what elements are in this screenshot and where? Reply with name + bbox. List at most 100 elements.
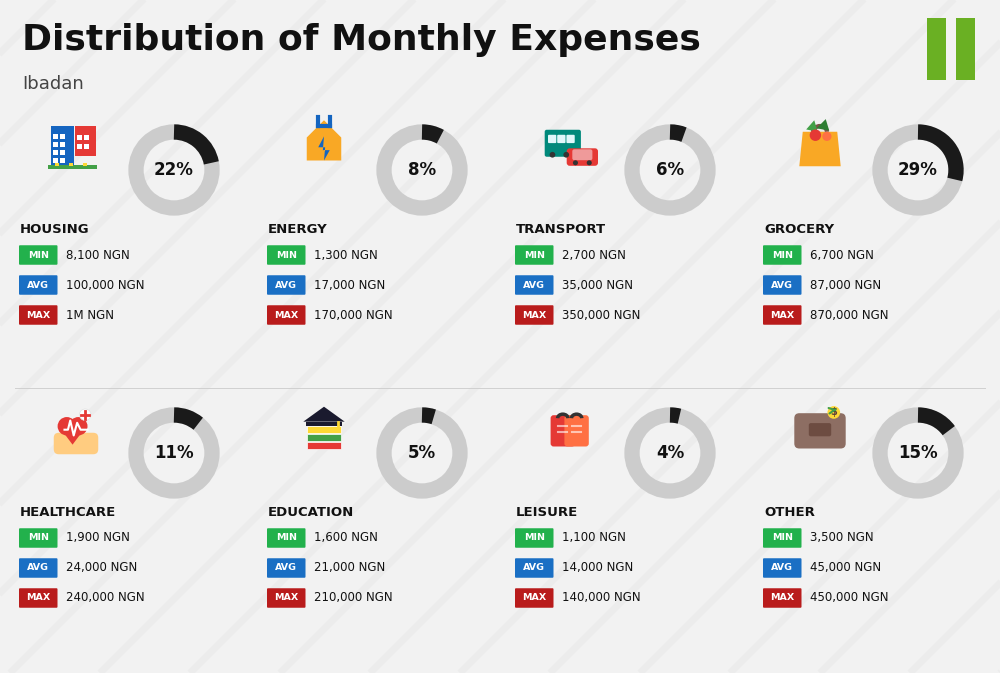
FancyBboxPatch shape (53, 142, 58, 147)
Text: MAX: MAX (274, 594, 298, 602)
FancyBboxPatch shape (515, 528, 554, 548)
Text: AVG: AVG (275, 563, 297, 573)
Text: 870,000 NGN: 870,000 NGN (810, 308, 889, 322)
Polygon shape (817, 119, 829, 131)
FancyBboxPatch shape (19, 275, 57, 295)
FancyBboxPatch shape (551, 415, 575, 446)
Circle shape (69, 417, 88, 435)
FancyBboxPatch shape (515, 306, 554, 325)
Text: 2,700 NGN: 2,700 NGN (562, 248, 626, 262)
Circle shape (336, 429, 340, 433)
Text: AVG: AVG (27, 281, 49, 289)
Text: AVG: AVG (771, 563, 793, 573)
FancyBboxPatch shape (83, 164, 87, 166)
Text: MIN: MIN (28, 534, 49, 542)
FancyBboxPatch shape (267, 528, 306, 548)
FancyBboxPatch shape (53, 158, 58, 163)
FancyBboxPatch shape (307, 426, 341, 433)
Text: 8,100 NGN: 8,100 NGN (66, 248, 130, 262)
Text: AVG: AVG (275, 281, 297, 289)
Circle shape (550, 152, 555, 157)
FancyBboxPatch shape (77, 135, 82, 140)
Text: MIN: MIN (276, 250, 297, 260)
Circle shape (587, 160, 592, 166)
FancyBboxPatch shape (53, 150, 58, 155)
Text: 11%: 11% (154, 444, 194, 462)
Circle shape (58, 417, 76, 435)
FancyBboxPatch shape (515, 588, 554, 608)
Text: MAX: MAX (522, 594, 546, 602)
Polygon shape (318, 137, 330, 160)
Text: MAX: MAX (522, 310, 546, 320)
Text: 210,000 NGN: 210,000 NGN (314, 592, 393, 604)
Text: 1,600 NGN: 1,600 NGN (314, 532, 378, 544)
Text: 14,000 NGN: 14,000 NGN (562, 561, 634, 575)
Text: 45,000 NGN: 45,000 NGN (810, 561, 882, 575)
Text: MIN: MIN (28, 250, 49, 260)
Text: EDUCATION: EDUCATION (268, 506, 354, 519)
Text: 24,000 NGN: 24,000 NGN (66, 561, 138, 575)
Text: MIN: MIN (276, 534, 297, 542)
FancyBboxPatch shape (19, 558, 57, 577)
FancyBboxPatch shape (763, 558, 802, 577)
FancyBboxPatch shape (77, 145, 82, 149)
Text: MAX: MAX (770, 594, 794, 602)
FancyBboxPatch shape (794, 413, 846, 448)
FancyBboxPatch shape (548, 135, 556, 143)
FancyBboxPatch shape (545, 130, 581, 157)
Text: 3,500 NGN: 3,500 NGN (810, 532, 874, 544)
FancyBboxPatch shape (763, 306, 802, 325)
FancyBboxPatch shape (84, 145, 89, 149)
Text: 240,000 NGN: 240,000 NGN (66, 592, 145, 604)
Text: 1M NGN: 1M NGN (66, 308, 114, 322)
Text: 1,100 NGN: 1,100 NGN (562, 532, 626, 544)
FancyBboxPatch shape (515, 245, 554, 264)
Text: 4%: 4% (656, 444, 684, 462)
Text: $: $ (830, 407, 837, 417)
Text: HEALTHCARE: HEALTHCARE (20, 506, 116, 519)
Text: 1,300 NGN: 1,300 NGN (314, 248, 378, 262)
FancyBboxPatch shape (927, 18, 946, 80)
FancyBboxPatch shape (307, 442, 341, 450)
Text: 1,900 NGN: 1,900 NGN (66, 532, 130, 544)
FancyBboxPatch shape (19, 245, 57, 264)
FancyBboxPatch shape (267, 558, 306, 577)
Text: 170,000 NGN: 170,000 NGN (314, 308, 393, 322)
Text: 350,000 NGN: 350,000 NGN (562, 308, 641, 322)
Text: MAX: MAX (770, 310, 794, 320)
FancyBboxPatch shape (84, 135, 89, 140)
Text: 140,000 NGN: 140,000 NGN (562, 592, 641, 604)
Text: AVG: AVG (523, 563, 545, 573)
FancyBboxPatch shape (48, 165, 97, 168)
Text: 29%: 29% (898, 161, 938, 179)
Text: GROCERY: GROCERY (764, 223, 834, 236)
Text: 17,000 NGN: 17,000 NGN (314, 279, 386, 291)
Text: 100,000 NGN: 100,000 NGN (66, 279, 145, 291)
FancyBboxPatch shape (60, 134, 64, 139)
FancyBboxPatch shape (763, 588, 802, 608)
FancyBboxPatch shape (19, 306, 57, 325)
Text: MAX: MAX (26, 310, 50, 320)
Text: TRANSPORT: TRANSPORT (516, 223, 606, 236)
Text: 22%: 22% (154, 161, 194, 179)
Polygon shape (59, 426, 86, 445)
FancyBboxPatch shape (54, 433, 98, 454)
Polygon shape (799, 132, 841, 166)
Text: 6,700 NGN: 6,700 NGN (810, 248, 874, 262)
FancyBboxPatch shape (267, 588, 306, 608)
FancyBboxPatch shape (566, 135, 575, 143)
FancyBboxPatch shape (763, 528, 802, 548)
FancyBboxPatch shape (267, 245, 306, 264)
FancyBboxPatch shape (307, 434, 341, 441)
FancyBboxPatch shape (267, 306, 306, 325)
Text: 8%: 8% (408, 161, 436, 179)
FancyBboxPatch shape (19, 528, 57, 548)
FancyBboxPatch shape (60, 142, 64, 147)
Circle shape (827, 406, 840, 419)
Circle shape (810, 129, 821, 141)
Polygon shape (307, 120, 341, 160)
FancyBboxPatch shape (51, 126, 74, 166)
FancyBboxPatch shape (60, 150, 64, 155)
FancyBboxPatch shape (763, 275, 802, 295)
Text: ENERGY: ENERGY (268, 223, 328, 236)
